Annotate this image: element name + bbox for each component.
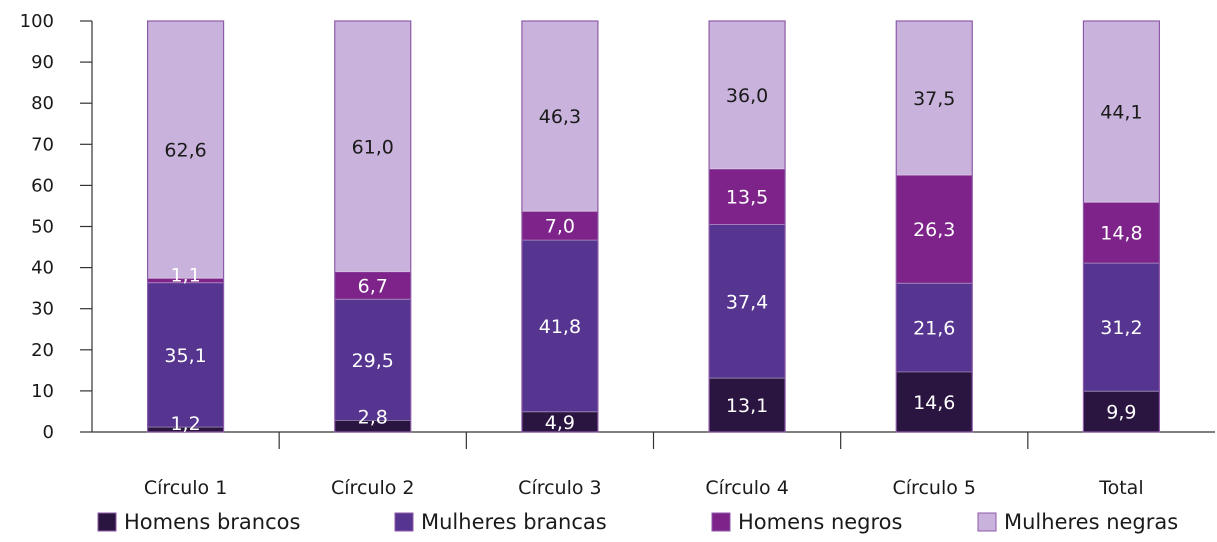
y-tick-label: 0 bbox=[43, 422, 54, 443]
y-tick-label: 50 bbox=[31, 217, 54, 238]
bar-segment bbox=[709, 378, 786, 432]
legend-swatch bbox=[977, 512, 997, 532]
legend: Homens brancos Mulheres brancas Homens neg… bbox=[97, 510, 1178, 534]
bar-segment bbox=[1083, 21, 1160, 203]
bar-value-label: 14,6 bbox=[913, 392, 955, 414]
y-tick-label: 40 bbox=[31, 258, 54, 279]
bar-segment bbox=[334, 299, 411, 421]
y-tick-label: 100 bbox=[20, 11, 54, 32]
legend-label: Mulheres brancas bbox=[421, 510, 607, 534]
x-tick-label: Círculo 1 bbox=[144, 477, 227, 499]
bar-segment bbox=[709, 168, 786, 225]
y-tick-label: 90 bbox=[31, 52, 54, 73]
bar-segment bbox=[334, 420, 411, 432]
bar-segment bbox=[521, 240, 598, 412]
bar-value-label: 21,6 bbox=[913, 318, 955, 340]
bar-segment bbox=[709, 224, 786, 379]
bar-value-label: 41,8 bbox=[539, 316, 581, 338]
bar-value-label: 37,4 bbox=[726, 291, 768, 313]
bar-value-label: 37,5 bbox=[913, 88, 955, 110]
bar-outline bbox=[334, 20, 412, 433]
bar-value-label: 9,9 bbox=[1106, 402, 1136, 424]
y-tick-label: 30 bbox=[31, 299, 54, 320]
bar-value-label: 13,1 bbox=[726, 395, 768, 417]
bar-value-label: 36,0 bbox=[726, 85, 768, 107]
bar-value-label: 61,0 bbox=[352, 136, 394, 158]
bar-value-label: 62,6 bbox=[164, 140, 206, 162]
bar-segment bbox=[1083, 263, 1160, 392]
bar-outline bbox=[146, 20, 225, 433]
y-tick-label: 60 bbox=[31, 175, 54, 196]
bar-segment bbox=[147, 21, 224, 279]
bar-segment bbox=[896, 21, 973, 176]
bar-outline bbox=[1082, 20, 1161, 433]
x-tick-label: Círculo 3 bbox=[518, 477, 601, 499]
bar-value-label: 46,3 bbox=[539, 106, 581, 128]
bar-segment bbox=[521, 21, 598, 212]
y-tick-label: 10 bbox=[31, 381, 54, 402]
bar-segment bbox=[521, 411, 598, 432]
bar-value-label: 4,9 bbox=[545, 412, 575, 434]
bar-value-label: 2,8 bbox=[358, 406, 388, 428]
bar-value-label: 35,1 bbox=[164, 345, 206, 367]
x-tick-label: Total bbox=[1098, 477, 1143, 499]
bar-value-label: 7,0 bbox=[545, 216, 575, 238]
bar-labels: 1,2 35,1 1,1 62,6 2,8 29,5 6,7 61,0 4,9 41,8 7,0 46… bbox=[164, 85, 1142, 435]
bar-segment bbox=[334, 21, 411, 272]
bar-segment bbox=[147, 282, 224, 428]
x-axis: Círculo 1 Círculo 2 Círculo 3 Círculo 4 Círc… bbox=[92, 431, 1215, 499]
bar-outline bbox=[708, 20, 786, 433]
bar-segment bbox=[147, 278, 224, 283]
bars bbox=[146, 20, 1161, 433]
bar-value-label: 14,8 bbox=[1100, 223, 1142, 245]
x-tick-label: Círculo 4 bbox=[705, 477, 788, 499]
bar-value-label: 1,2 bbox=[170, 413, 200, 435]
x-tick-label: Círculo 5 bbox=[893, 477, 976, 499]
bar-segment bbox=[1083, 391, 1160, 432]
bar-segment bbox=[896, 175, 973, 284]
bar-segment bbox=[896, 283, 973, 372]
bar-outline bbox=[895, 20, 973, 433]
bar-value-label: 29,5 bbox=[352, 350, 394, 372]
y-tick-label: 20 bbox=[31, 340, 54, 361]
bar-value-label: 1,1 bbox=[170, 264, 200, 286]
bar-segment bbox=[709, 21, 786, 169]
bar-value-label: 26,3 bbox=[913, 219, 955, 241]
bar-value-label: 13,5 bbox=[726, 187, 768, 209]
bar-value-label: 6,7 bbox=[358, 275, 388, 297]
bar-value-label: 31,2 bbox=[1100, 317, 1142, 339]
legend-label: Homens brancos bbox=[124, 510, 300, 534]
bar-segment bbox=[521, 211, 598, 241]
bar-segment bbox=[896, 371, 973, 432]
legend-swatch bbox=[711, 512, 731, 532]
bar-segment bbox=[334, 271, 411, 300]
bar-outline bbox=[521, 20, 599, 433]
legend-label: Homens negros bbox=[738, 510, 902, 534]
legend-swatch bbox=[97, 512, 117, 532]
y-tick-label: 70 bbox=[31, 134, 54, 155]
x-tick-label: Círculo 2 bbox=[331, 477, 414, 499]
legend-label: Mulheres negras bbox=[1004, 510, 1178, 534]
bar-value-label: 44,1 bbox=[1100, 102, 1142, 124]
y-tick-label: 80 bbox=[31, 93, 54, 114]
y-axis: 0 10 20 30 40 50 60 70 80 90 100 bbox=[20, 11, 93, 443]
bar-segment bbox=[1083, 202, 1160, 264]
legend-swatch bbox=[394, 512, 414, 532]
bar-segment bbox=[147, 427, 224, 432]
